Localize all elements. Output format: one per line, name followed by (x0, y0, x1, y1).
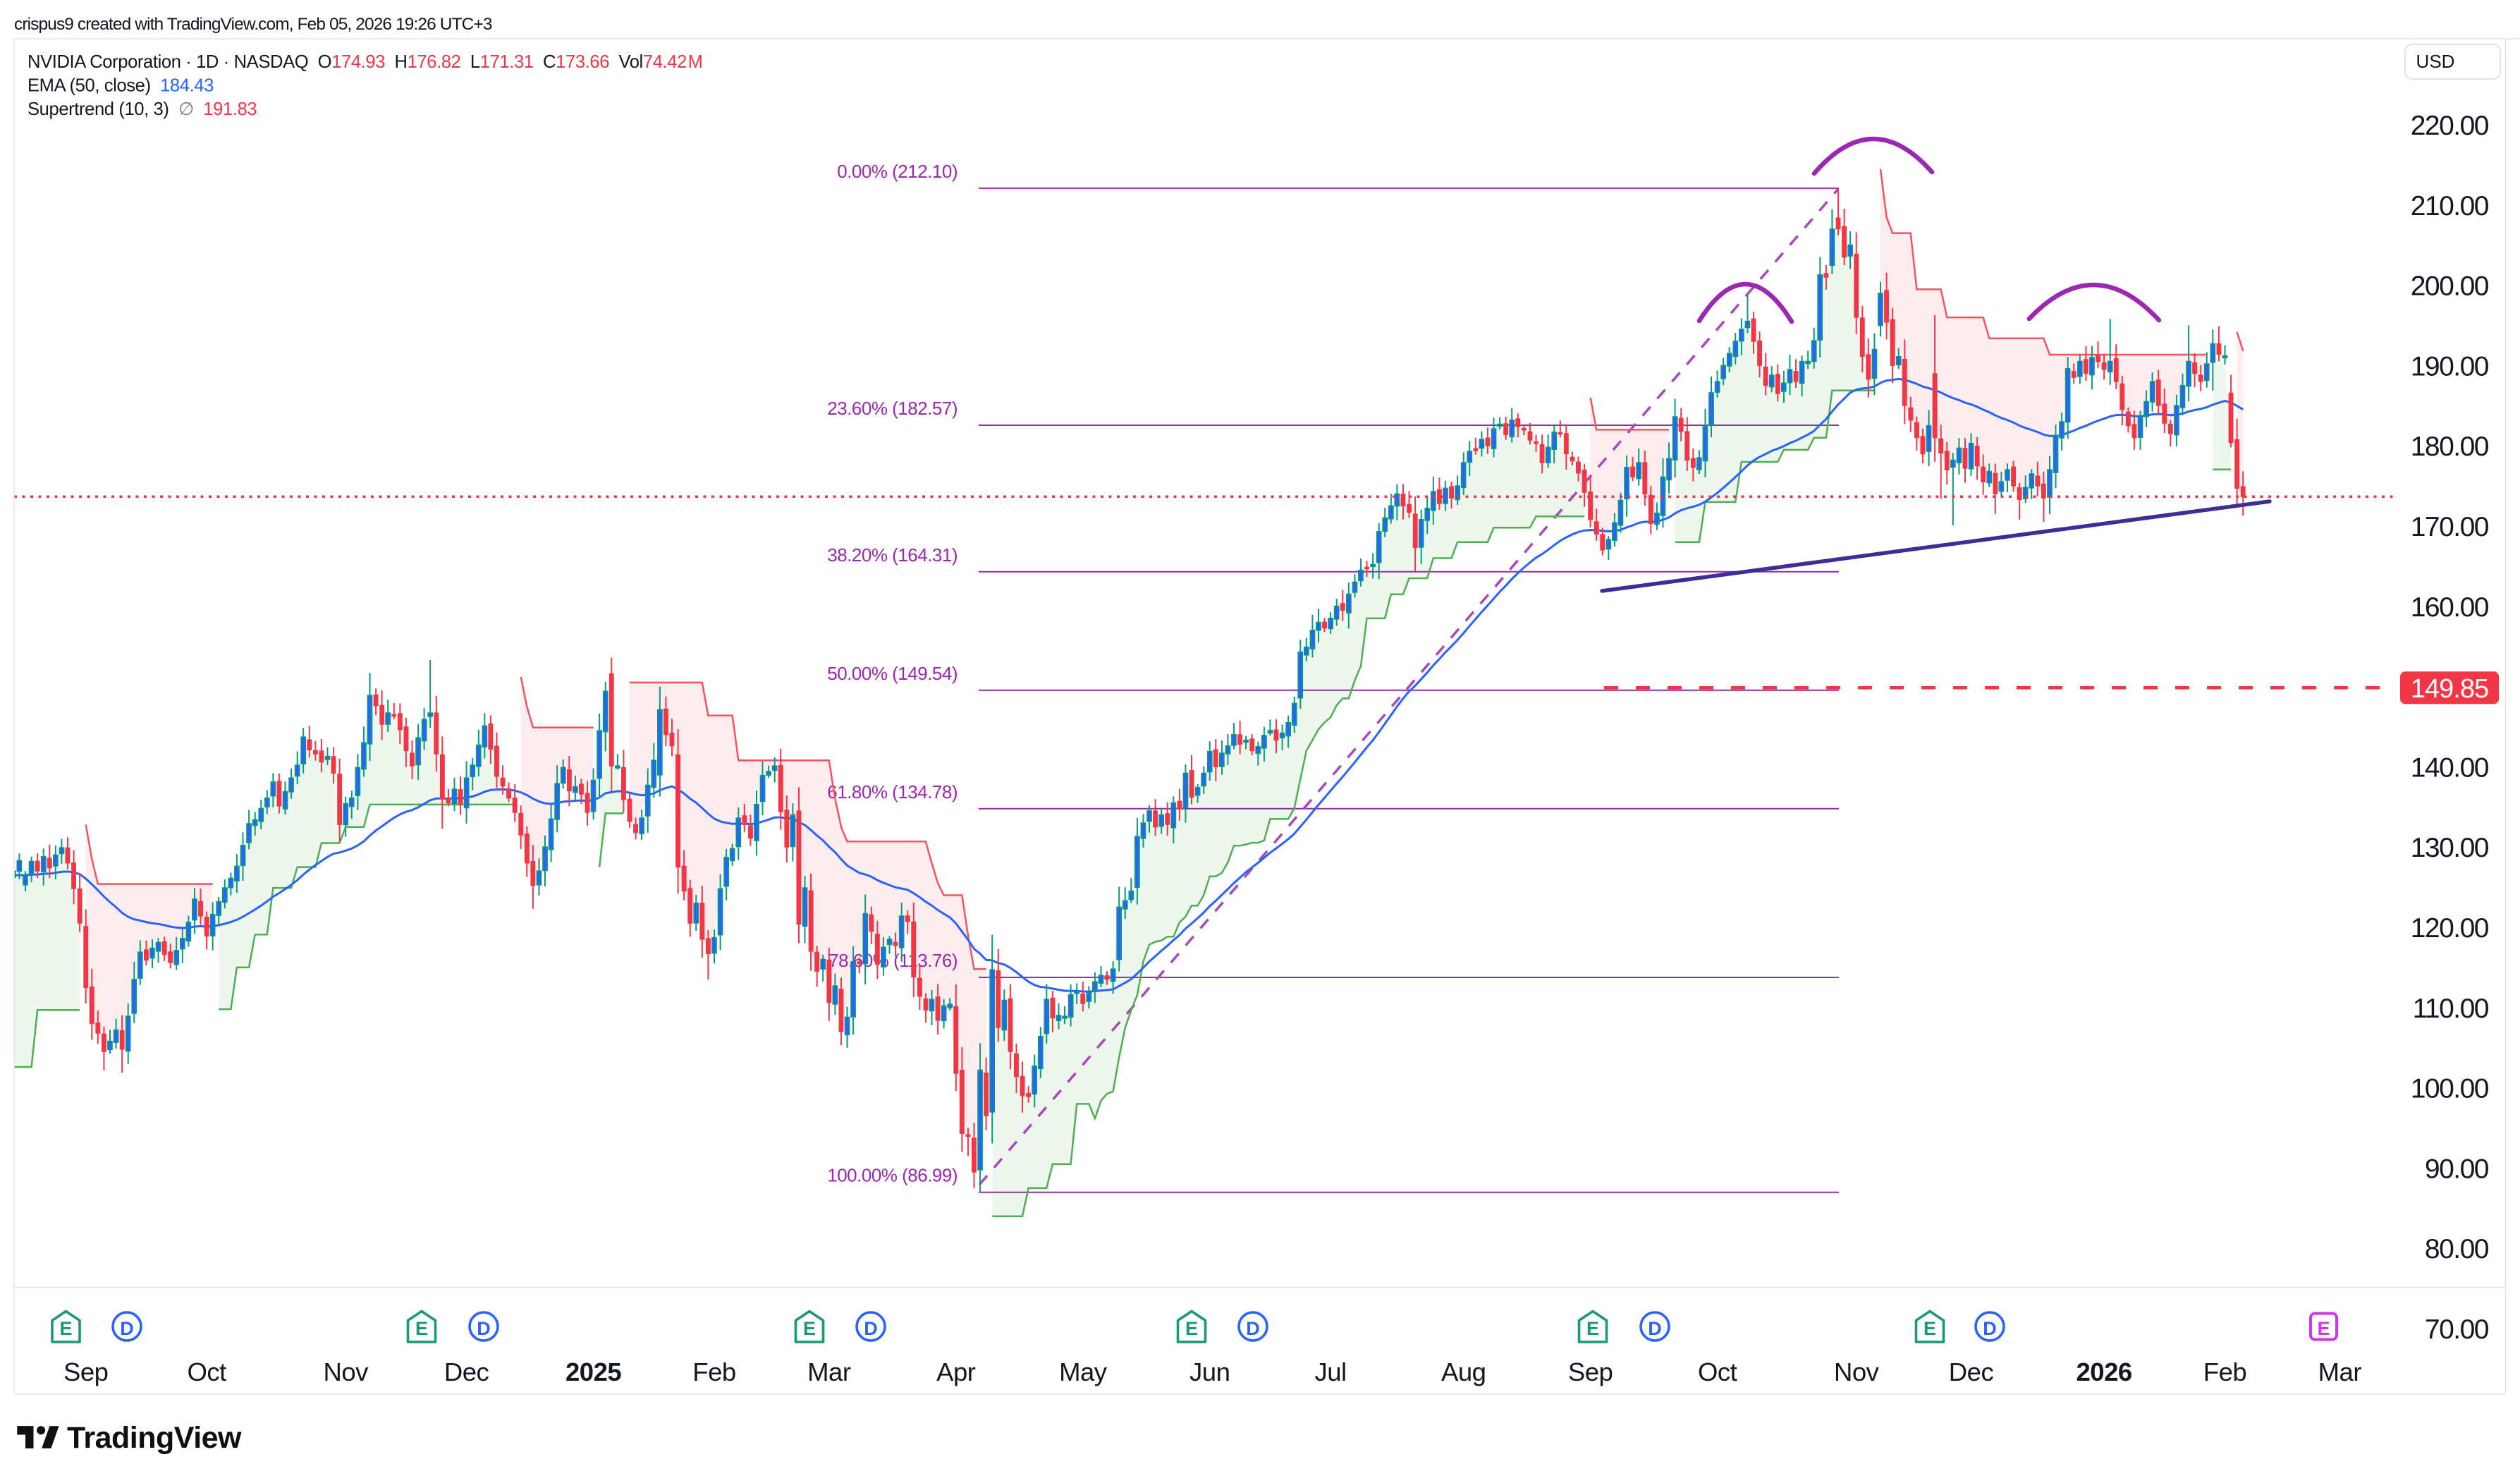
svg-text:D: D (1648, 1318, 1662, 1339)
svg-text:210.00: 210.00 (2411, 191, 2489, 221)
svg-text:Sep: Sep (63, 1357, 108, 1386)
svg-text:E: E (803, 1318, 816, 1339)
svg-text:130.00: 130.00 (2411, 833, 2489, 863)
svg-text:90.00: 90.00 (2425, 1154, 2489, 1184)
svg-text:170.00: 170.00 (2411, 512, 2489, 542)
svg-text:D: D (120, 1318, 134, 1339)
svg-text:USD: USD (2416, 51, 2455, 72)
svg-text:23.60% (182.57): 23.60% (182.57) (827, 398, 958, 419)
svg-text:78.60% (113.76): 78.60% (113.76) (828, 950, 958, 971)
svg-text:Nov: Nov (323, 1357, 369, 1386)
svg-text:E: E (2317, 1318, 2330, 1339)
svg-text:0.00% (212.10): 0.00% (212.10) (837, 161, 958, 182)
svg-text:Feb: Feb (2203, 1357, 2246, 1386)
svg-text:149.85: 149.85 (2411, 674, 2488, 704)
svg-text:D: D (1246, 1318, 1260, 1339)
svg-text:Oct: Oct (1698, 1357, 1737, 1386)
svg-text:Mar: Mar (2318, 1357, 2362, 1386)
svg-text:Nov: Nov (1834, 1357, 1880, 1386)
svg-text:Sep: Sep (1568, 1357, 1613, 1386)
svg-text:120.00: 120.00 (2411, 913, 2489, 944)
svg-text:Dec: Dec (444, 1357, 489, 1386)
svg-text:50.00% (149.54): 50.00% (149.54) (827, 663, 958, 684)
svg-text:May: May (1059, 1357, 1108, 1386)
svg-text:E: E (1185, 1318, 1198, 1339)
svg-text:61.80% (134.78): 61.80% (134.78) (827, 781, 958, 802)
svg-text:80.00: 80.00 (2425, 1234, 2489, 1264)
svg-text:D: D (864, 1318, 878, 1339)
svg-text:110.00: 110.00 (2413, 994, 2489, 1024)
svg-text:EMA (50, close) 184.43: EMA (50, close) 184.43 (27, 76, 214, 96)
svg-text:Jul: Jul (1315, 1357, 1347, 1386)
svg-text:190.00: 190.00 (2411, 351, 2489, 382)
svg-text:Mar: Mar (807, 1357, 851, 1386)
svg-text:NVIDIA Corporation · 1D · NASD: NVIDIA Corporation · 1D · NASDAQ O174.93… (27, 52, 703, 72)
svg-text:Feb: Feb (692, 1357, 735, 1386)
svg-text:E: E (1923, 1318, 1936, 1339)
svg-text:TradingView: TradingView (67, 1421, 242, 1455)
svg-text:70.00: 70.00 (2425, 1314, 2489, 1345)
svg-text:E: E (415, 1318, 428, 1339)
svg-text:140.00: 140.00 (2411, 752, 2489, 783)
svg-text:160.00: 160.00 (2411, 592, 2489, 623)
svg-text:100.00: 100.00 (2411, 1074, 2489, 1104)
svg-text:D: D (477, 1318, 491, 1339)
svg-text:2026: 2026 (2076, 1357, 2131, 1386)
svg-text:220.00: 220.00 (2411, 111, 2489, 141)
svg-text:E: E (59, 1318, 72, 1339)
svg-text:E: E (1586, 1318, 1599, 1339)
svg-text:Dec: Dec (1949, 1357, 1994, 1386)
svg-text:Apr: Apr (936, 1357, 976, 1386)
svg-text:Aug: Aug (1441, 1357, 1486, 1386)
svg-text:200.00: 200.00 (2411, 271, 2489, 302)
svg-text:Oct: Oct (187, 1357, 226, 1386)
svg-text:crispus9 created with TradingV: crispus9 created with TradingView.com, F… (14, 15, 492, 34)
svg-text:38.20% (164.31): 38.20% (164.31) (827, 544, 958, 566)
svg-text:100.00% (86.99): 100.00% (86.99) (827, 1165, 958, 1186)
svg-text:Jun: Jun (1189, 1357, 1230, 1386)
svg-text:Supertrend (10, 3) ∅ 191.83: Supertrend (10, 3) ∅ 191.83 (27, 99, 257, 119)
svg-text:D: D (1983, 1318, 1997, 1339)
svg-text:180.00: 180.00 (2411, 432, 2489, 462)
svg-text:2025: 2025 (565, 1357, 621, 1386)
